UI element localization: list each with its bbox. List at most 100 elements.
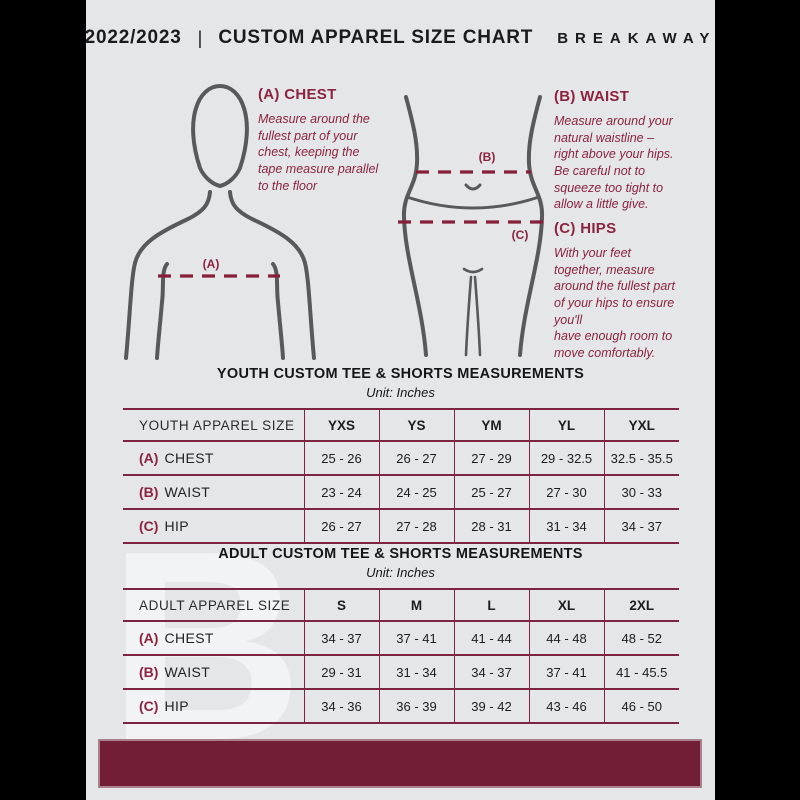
value-cell: 25 - 27 [453,474,529,509]
hips-instructions: (C) HIPS With your feet together, measur… [554,220,714,361]
value-cell: 25 - 26 [303,440,379,475]
table-row-chest: (A) CHEST 34 - 37 37 - 41 41 - 44 44 - 48… [123,620,679,655]
value-cell: 48 - 52 [603,620,679,655]
value-cell: 31 - 34 [528,508,604,543]
waist-heading: (B) WAIST [554,88,630,105]
value-cell: 34 - 37 [603,508,679,543]
value-cell: 26 - 27 [378,440,454,475]
youth-table-title: YOUTH CUSTOM TEE & SHORTS MEASUREMENTS [216,366,585,382]
youth-section: YOUTH CUSTOM TEE & SHORTS MEASUREMENTS U… [86,366,715,544]
row-label: CHEST [164,450,214,466]
row-label-cell: (C) HIP [123,688,304,723]
table-row-hip: (C) HIP 26 - 27 27 - 28 28 - 31 31 - 34 3… [123,508,679,543]
waist-instructions: (B) WAIST Measure around your natural wa… [554,88,714,213]
table-row-waist: (B) WAIST 29 - 31 31 - 34 34 - 37 37 - 41… [123,654,679,689]
row-label-cell: (A) CHEST [123,440,304,475]
crotch-curve [462,267,484,274]
value-cell: 37 - 41 [528,654,604,689]
youth-size-table: YOUTH APPAREL SIZE YXS YS YM YL YXL (A) C… [123,408,679,544]
size-header-cell: S [303,588,379,621]
value-cell: 31 - 34 [378,654,454,689]
size-header-cell: YM [453,408,529,441]
chest-body-text: Measure around the fullest part of your … [258,112,379,193]
head-outline [191,83,249,189]
chest-line-label: (A) [203,257,220,271]
value-cell: 27 - 30 [528,474,604,509]
value-cell: 43 - 46 [528,688,604,723]
size-header-cell: YL [528,408,604,441]
value-cell: 34 - 36 [303,688,379,723]
value-cell: 24 - 25 [378,474,454,509]
row-key: (A) [139,630,159,646]
table-header-row: ADULT APPAREL SIZE S M L XL 2XL [123,588,679,621]
value-cell: 32.5 - 35.5 [603,440,679,475]
size-header-cell: YS [378,408,454,441]
adult-section: ADULT CUSTOM TEE & SHORTS MEASUREMENTS U… [86,546,715,724]
left-shoulder-arm-outline [124,190,212,360]
chest-instructions: (A) CHEST Measure around the fullest par… [258,86,408,194]
hip-line-label: (C) [512,228,529,242]
waistband-curve [405,195,541,210]
right-shoulder-arm-outline [228,190,316,360]
adult-size-table: ADULT APPAREL SIZE S M L XL 2XL (A) CHEST… [123,588,679,724]
row-label: WAIST [164,664,211,680]
value-cell: 27 - 28 [378,508,454,543]
value-cell: 34 - 37 [303,620,379,655]
left-inner-leg-outline [464,275,473,357]
value-cell: 37 - 41 [378,620,454,655]
row-key: (C) [139,698,159,714]
adult-table-unit: Unit: Inches [366,565,435,580]
row-label-cell: (B) WAIST [123,654,304,689]
header-separator: | [197,27,203,48]
right-chest-side-outline [271,262,285,360]
row-key: (C) [139,518,159,534]
row-label: HIP [164,518,189,534]
page-title: CUSTOM APPAREL SIZE CHART [218,27,534,48]
right-inner-leg-outline [473,275,482,357]
size-header-cell: 2XL [603,588,679,621]
brand-name: BREAKAWAY [557,29,715,47]
chest-heading: (A) CHEST [258,86,337,103]
youth-size-label-cell: YOUTH APPAREL SIZE [123,408,304,441]
table-row-hip: (C) HIP 34 - 36 36 - 39 39 - 42 43 - 46 4… [123,688,679,723]
value-cell: 41 - 45.5 [603,654,679,689]
hips-body-text: With your feet together, measure around … [554,246,675,360]
row-label: CHEST [164,630,214,646]
youth-table-unit: Unit: Inches [366,385,435,400]
hips-heading: (C) HIPS [554,220,617,237]
row-label-cell: (C) HIP [123,508,304,543]
table-row-chest: (A) CHEST 25 - 26 26 - 27 27 - 29 29 - 32… [123,440,679,475]
footer-bar [98,739,702,788]
value-cell: 46 - 50 [603,688,679,723]
waist-body-text: Measure around your natural waistline – … [554,114,674,212]
size-header-cell: L [453,588,529,621]
value-cell: 29 - 31 [303,654,379,689]
table-header-row: YOUTH APPAREL SIZE YXS YS YM YL YXL [123,408,679,441]
value-cell: 41 - 44 [453,620,529,655]
value-cell: 30 - 33 [603,474,679,509]
table-row-waist: (B) WAIST 23 - 24 24 - 25 25 - 27 27 - 30… [123,474,679,509]
lower-body-diagram: (B) (C) [398,95,545,357]
size-header-cell: XL [528,588,604,621]
right-waist-hip-outline [518,95,545,357]
header: 2022/2023 | CUSTOM APPAREL SIZE CHART B … [86,22,715,54]
waist-line-label: (B) [479,150,496,164]
value-cell: 34 - 37 [453,654,529,689]
value-cell: 39 - 42 [453,688,529,723]
row-label-cell: (B) WAIST [123,474,304,509]
size-chart-page: B 2022/2023 | CUSTOM APPAREL SIZE CHART … [86,0,715,800]
value-cell: 44 - 48 [528,620,604,655]
value-cell: 27 - 29 [453,440,529,475]
adult-table-title: ADULT CUSTOM TEE & SHORTS MEASUREMENTS [218,546,583,562]
value-cell: 28 - 31 [453,508,529,543]
navel-mark [464,183,482,191]
row-key: (A) [139,450,159,466]
value-cell: 29 - 32.5 [528,440,604,475]
row-label-cell: (A) CHEST [123,620,304,655]
header-year: 2022/2023 [86,27,182,48]
value-cell: 36 - 39 [378,688,454,723]
upper-body-diagram: (A) [124,83,316,360]
value-cell: 23 - 24 [303,474,379,509]
value-cell: 26 - 27 [303,508,379,543]
